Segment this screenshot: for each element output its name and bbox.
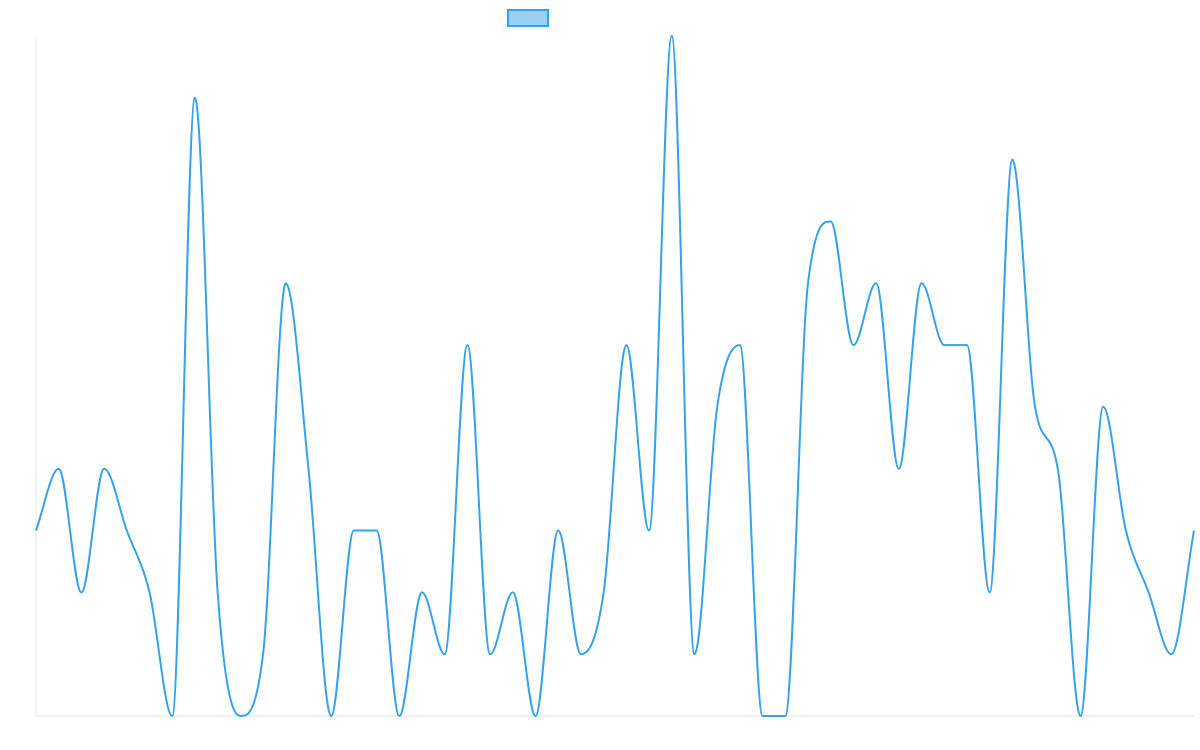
- data-point[interactable]: [305, 466, 311, 472]
- data-point[interactable]: [760, 713, 766, 719]
- data-point[interactable]: [850, 342, 856, 348]
- data-point[interactable]: [101, 466, 107, 472]
- data-point[interactable]: [374, 528, 380, 534]
- data-point[interactable]: [33, 528, 39, 534]
- data-point[interactable]: [215, 589, 221, 595]
- data-point[interactable]: [192, 95, 198, 101]
- data-point[interactable]: [896, 466, 902, 472]
- data-point[interactable]: [487, 651, 493, 657]
- data-point[interactable]: [737, 342, 743, 348]
- data-point[interactable]: [169, 713, 175, 719]
- data-point[interactable]: [1168, 651, 1174, 657]
- axes: [35, 36, 1194, 717]
- data-point[interactable]: [828, 218, 834, 224]
- data-point[interactable]: [328, 713, 334, 719]
- data-point[interactable]: [351, 528, 357, 534]
- data-point[interactable]: [919, 280, 925, 286]
- data-point[interactable]: [283, 280, 289, 286]
- series-layer: [33, 33, 1197, 719]
- data-point[interactable]: [147, 589, 153, 595]
- data-point[interactable]: [601, 589, 607, 595]
- data-point[interactable]: [419, 589, 425, 595]
- data-point[interactable]: [442, 651, 448, 657]
- data-point[interactable]: [1032, 404, 1038, 410]
- legend[interactable]: [507, 9, 549, 27]
- data-point[interactable]: [1100, 404, 1106, 410]
- data-point[interactable]: [873, 280, 879, 286]
- data-point[interactable]: [124, 528, 130, 534]
- data-point[interactable]: [396, 713, 402, 719]
- data-point[interactable]: [510, 589, 516, 595]
- data-point[interactable]: [1009, 157, 1015, 163]
- data-point[interactable]: [1191, 528, 1197, 534]
- data-point[interactable]: [78, 589, 84, 595]
- data-point[interactable]: [56, 466, 62, 472]
- data-point[interactable]: [714, 404, 720, 410]
- data-point[interactable]: [941, 342, 947, 348]
- data-point[interactable]: [964, 342, 970, 348]
- data-point[interactable]: [1123, 528, 1129, 534]
- data-point[interactable]: [260, 651, 266, 657]
- data-point[interactable]: [646, 528, 652, 534]
- data-point[interactable]: [1077, 713, 1083, 719]
- data-point[interactable]: [533, 713, 539, 719]
- data-point[interactable]: [782, 713, 788, 719]
- data-point[interactable]: [555, 528, 561, 534]
- data-point[interactable]: [987, 589, 993, 595]
- data-point[interactable]: [1146, 589, 1152, 595]
- data-point[interactable]: [464, 342, 470, 348]
- data-point[interactable]: [669, 33, 675, 39]
- data-point[interactable]: [578, 651, 584, 657]
- data-point[interactable]: [623, 342, 629, 348]
- data-point[interactable]: [1055, 466, 1061, 472]
- data-point[interactable]: [805, 280, 811, 286]
- data-point[interactable]: [691, 651, 697, 657]
- data-point[interactable]: [237, 713, 243, 719]
- series-line-0: [35, 35, 1195, 717]
- legend-swatch[interactable]: [507, 9, 549, 27]
